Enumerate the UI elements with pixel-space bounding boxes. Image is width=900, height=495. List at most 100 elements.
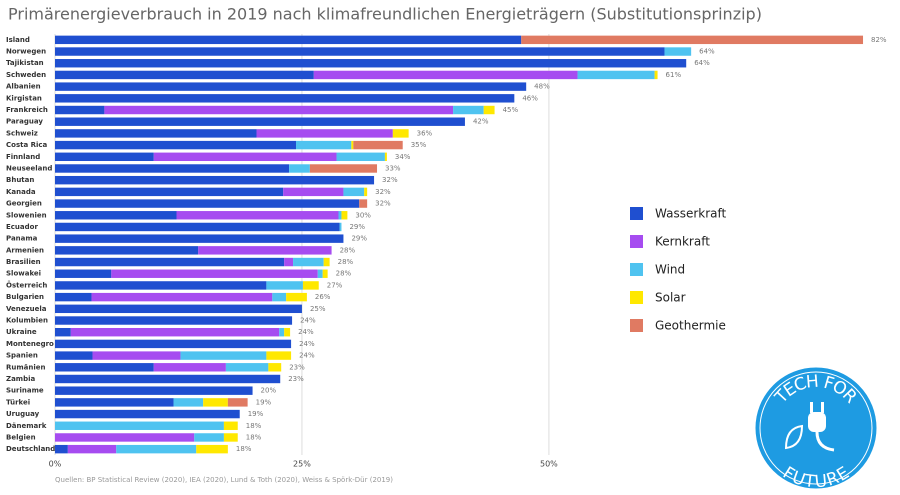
- bar-segment: [309, 164, 378, 173]
- y-tick-label: Georgien: [6, 200, 42, 208]
- legend: Wasserkraft Kernkraft Wind Solar Geothermie: [630, 207, 727, 333]
- bar-segment: [317, 269, 323, 278]
- total-label: 64%: [694, 59, 710, 67]
- bar-segment: [55, 327, 71, 337]
- bar-segment: [296, 140, 352, 150]
- x-tick-label: 25%: [293, 460, 311, 469]
- y-tick-label: Ecuador: [6, 223, 38, 231]
- y-tick-label: Bulgarien: [6, 293, 44, 301]
- bar-segment: [55, 386, 253, 395]
- bar-segment: [55, 70, 314, 80]
- y-tick-label: Venezuela: [6, 305, 47, 313]
- legend-swatch: [630, 263, 643, 276]
- total-label: 82%: [871, 36, 887, 44]
- y-tick-label: Neuseeland: [6, 164, 52, 172]
- legend-swatch: [630, 319, 643, 332]
- total-label: 20%: [261, 387, 277, 395]
- bar-segment: [55, 47, 665, 56]
- total-label: 18%: [246, 433, 262, 441]
- bar-segment: [55, 292, 92, 302]
- y-tick-label: Albanien: [6, 83, 41, 91]
- bar-segment: [176, 211, 339, 220]
- logo-ring: [759, 371, 873, 485]
- total-label: 64%: [699, 48, 715, 56]
- y-tick-label: Kanada: [6, 188, 36, 196]
- y-tick-label: Montenegro: [6, 340, 54, 348]
- bar-segment: [55, 421, 224, 430]
- chart-title: Primärenergieverbrauch in 2019 nach klim…: [8, 5, 762, 24]
- bar-segment: [196, 444, 228, 454]
- logo-plug: [808, 412, 826, 432]
- y-tick-label: Costa Rica: [6, 141, 48, 149]
- total-label: 24%: [299, 340, 315, 348]
- total-label: 25%: [310, 305, 326, 313]
- bar-segment: [392, 129, 409, 138]
- bar-segment: [483, 105, 495, 115]
- total-label: 24%: [298, 328, 314, 336]
- bar-segment: [266, 281, 303, 290]
- bar-segment: [55, 363, 154, 372]
- y-tick-label: Norwegen: [6, 48, 46, 56]
- total-label: 35%: [411, 141, 427, 149]
- legend-swatch: [630, 235, 643, 248]
- y-tick-label: Tajikistan: [6, 59, 44, 67]
- bar-segment: [55, 82, 527, 91]
- legend-label: Geothermie: [655, 319, 726, 333]
- total-label: 30%: [355, 211, 371, 219]
- bar-segment: [55, 59, 687, 68]
- total-label: 45%: [503, 106, 519, 114]
- y-tick-label: Kirgistan: [6, 94, 42, 102]
- bar-segment: [284, 327, 291, 337]
- plot: 0% 25% 50% Island 82% Norwegen 64% Tajikistan 64…: [6, 34, 887, 469]
- y-tick-label: Österreich: [6, 280, 47, 289]
- bar-segment: [55, 257, 285, 267]
- y-tick-label: Ukraine: [6, 328, 37, 336]
- bar-segment: [55, 234, 344, 243]
- bar-segment: [91, 292, 273, 302]
- logo-pin: [821, 402, 824, 413]
- bar-segment: [223, 421, 238, 430]
- bar-segment: [577, 70, 655, 80]
- bar-segment: [55, 339, 292, 349]
- total-label: 29%: [349, 223, 365, 231]
- y-tick-label: Frankreich: [6, 106, 48, 114]
- total-label: 32%: [375, 188, 391, 196]
- bar-segment: [55, 316, 293, 325]
- y-tick-label: Uruguay: [6, 410, 40, 418]
- y-tick-label: Deutschland: [6, 445, 55, 453]
- bar-segment: [55, 117, 465, 126]
- bar-segment: [104, 105, 454, 115]
- bar-segment: [198, 246, 332, 255]
- bar-segment: [223, 433, 238, 442]
- bar-segment: [313, 70, 578, 80]
- y-tick-label: Panama: [6, 235, 38, 243]
- y-tick-label: Armenien: [6, 246, 44, 254]
- bar-segment: [55, 140, 297, 150]
- bar-segment: [55, 199, 360, 208]
- total-label: 32%: [382, 176, 398, 184]
- bar-segment: [116, 444, 197, 454]
- source: Quellen: BP Statistical Review (2020), I…: [55, 476, 393, 484]
- bar-segment: [67, 444, 117, 454]
- bar-segment: [55, 409, 240, 419]
- bar-segment: [55, 152, 154, 162]
- bar-segment: [55, 374, 281, 384]
- total-label: 28%: [336, 270, 352, 278]
- bar-segment: [55, 433, 195, 442]
- bar-segment: [55, 187, 284, 197]
- bar-segment: [55, 94, 515, 103]
- y-tick-label: Belgien: [6, 433, 36, 441]
- bar-segment: [521, 35, 864, 45]
- x-tick-label: 0%: [49, 460, 62, 469]
- bar-segment: [323, 257, 330, 267]
- bar-segment: [153, 363, 226, 372]
- total-label: 33%: [385, 164, 401, 172]
- y-tick-label: Bhutan: [6, 176, 34, 184]
- bar-segment: [55, 269, 112, 278]
- total-label: 24%: [299, 352, 315, 360]
- total-label: 46%: [522, 94, 538, 102]
- legend-label: Wind: [655, 263, 685, 277]
- legend-label: Kernkraft: [655, 235, 710, 249]
- total-label: 19%: [256, 398, 272, 406]
